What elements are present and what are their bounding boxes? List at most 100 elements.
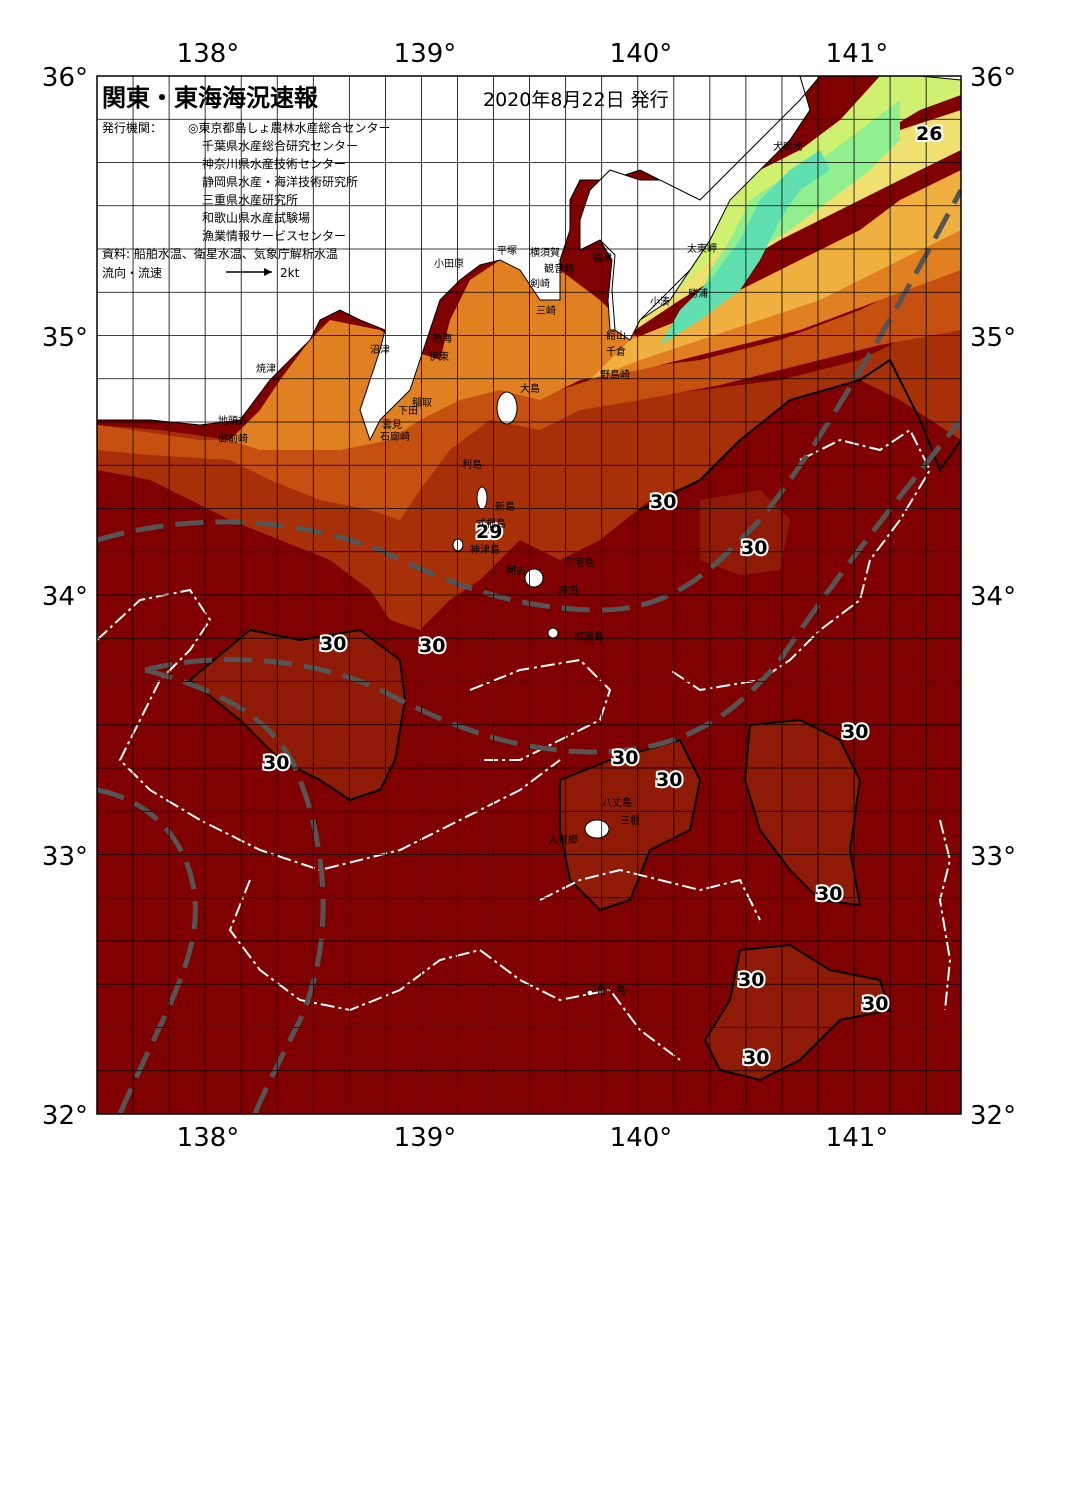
place-name: 下田 <box>398 406 418 417</box>
kuroshio-axis <box>144 418 961 755</box>
lat-label-right: 34° <box>970 582 1016 612</box>
contour-30c <box>743 718 862 907</box>
place-name: 御前崎 <box>218 432 248 445</box>
publisher-item: 漁業情報サービスセンター <box>202 229 346 243</box>
temp-label: 30 <box>650 491 676 513</box>
place-name: 地頭方 <box>218 414 248 427</box>
place-name: 石廊崎 <box>380 430 410 443</box>
lat-label-left: 34° <box>42 582 88 612</box>
lon-label-bottom: 141° <box>826 1123 889 1153</box>
map-title: 関東・東海海況速報 <box>102 84 319 112</box>
place-name: 伊東 <box>429 350 449 363</box>
place-name: 青ヶ島 <box>596 984 626 997</box>
place-name: 大島 <box>520 382 540 395</box>
publisher-label: 発行機関： <box>102 120 162 135</box>
thermal-front <box>97 588 561 872</box>
thermal-front <box>228 879 681 1061</box>
sea-27c-area <box>230 230 961 450</box>
land-honshu[interactable] <box>97 76 811 442</box>
land-oshima-island[interactable] <box>496 391 518 425</box>
lon-label-top: 140° <box>610 39 673 69</box>
warm-patch <box>745 720 860 905</box>
place-name: 熱海 <box>432 332 452 345</box>
temp-label: 30 <box>741 537 767 559</box>
lon-label-bottom: 139° <box>394 1123 457 1153</box>
place-name: 館山 <box>606 329 626 342</box>
temp-label: 30 <box>842 721 868 743</box>
temp-label: 29 <box>476 521 502 543</box>
place-name: 御蔵島 <box>574 630 604 643</box>
kuroshio-axis <box>144 667 326 1114</box>
warm-patch <box>560 740 700 910</box>
place-name: 八丈島 <box>602 796 632 809</box>
issue-date: 2020年8月22日 発行 <box>483 89 669 111</box>
lon-label-bottom: 138° <box>177 1123 240 1153</box>
place-name: 神津島 <box>470 543 500 556</box>
lat-lon-grid <box>97 76 961 1114</box>
place-name: 野島崎 <box>600 368 630 381</box>
place-name: 千倉 <box>606 345 626 358</box>
land-boso-peninsula[interactable] <box>579 76 961 341</box>
arrow-head-icon <box>264 268 272 276</box>
land-kozushima-island[interactable] <box>452 538 464 552</box>
lat-label-left: 35° <box>42 323 88 353</box>
temp-label: 30 <box>320 633 346 655</box>
thermal-front <box>469 658 612 761</box>
lon-label-bottom: 140° <box>610 1123 673 1153</box>
place-name: 式根島 <box>476 517 506 530</box>
land-mikurajima-island[interactable] <box>547 627 559 639</box>
place-name: 坪田 <box>558 584 578 597</box>
kuroshio-axis <box>97 787 198 1114</box>
lon-label-top: 138° <box>177 39 240 69</box>
place-name: 三根 <box>620 814 640 827</box>
warm-patch <box>705 945 890 1080</box>
lat-label-right: 35° <box>970 323 1016 353</box>
temp-label: 30 <box>862 993 888 1015</box>
data-sources: 資料: 船舶水温、衛星水温、気象庁解析水温 <box>102 246 338 261</box>
temp-label: 26 <box>916 123 942 145</box>
publisher-item: 和歌山県水産試験場 <box>202 210 310 225</box>
lat-label-left: 32° <box>42 1101 88 1131</box>
lon-label-top: 139° <box>394 39 457 69</box>
map-frame <box>96 75 962 1115</box>
publisher-item: ◎東京都島しょ農林水産総合センター <box>188 120 390 135</box>
sea-24c-area <box>640 76 961 320</box>
contour-30c <box>188 628 407 802</box>
current-legend-label: 流向・流速 <box>102 265 162 280</box>
place-name: 太東岬 <box>687 242 717 255</box>
place-name: 小田原 <box>434 258 464 270</box>
place-name: 焼津 <box>256 363 276 375</box>
lat-label-right: 33° <box>970 842 1016 872</box>
place-name: 富津 <box>592 251 612 264</box>
place-name: 沼津 <box>370 343 390 356</box>
temp-label: 30 <box>743 1047 769 1069</box>
place-name: 平塚 <box>497 245 517 257</box>
temp-label: 30 <box>263 752 289 774</box>
lat-label-left: 33° <box>42 842 88 872</box>
lon-label-top: 141° <box>826 39 889 69</box>
thermal-front <box>539 868 761 921</box>
place-name: 犬吠埼 <box>773 140 803 153</box>
temp-label: 30 <box>612 747 638 769</box>
publisher-item: 千葉県水産総合研究センター <box>202 138 358 153</box>
land-niijima-island[interactable] <box>476 486 488 510</box>
place-name: 阿古 <box>506 564 526 577</box>
contour-30c <box>703 943 892 1082</box>
lat-label-right: 36° <box>970 63 1016 93</box>
sea-22c-area <box>660 150 830 345</box>
place-name: 大賀郷 <box>548 833 578 846</box>
land-hachijojima-island[interactable] <box>584 819 610 839</box>
place-name: 剣崎 <box>530 277 550 290</box>
place-name: 利島 <box>462 458 482 471</box>
place-name: 雲見 <box>382 419 402 431</box>
publisher-item: 静岡県水産・海洋技術研究所 <box>202 174 358 189</box>
thermal-front <box>938 819 952 1011</box>
kuroshio-axis <box>97 188 961 613</box>
temp-label: 30 <box>656 769 682 791</box>
temp-label: 30 <box>816 883 842 905</box>
lat-label-right: 32° <box>970 1101 1016 1131</box>
land-miyakejima-island[interactable] <box>524 568 544 588</box>
map-area <box>97 76 961 1114</box>
lat-label-left: 36° <box>42 63 88 93</box>
place-name: 稲取 <box>412 397 432 409</box>
